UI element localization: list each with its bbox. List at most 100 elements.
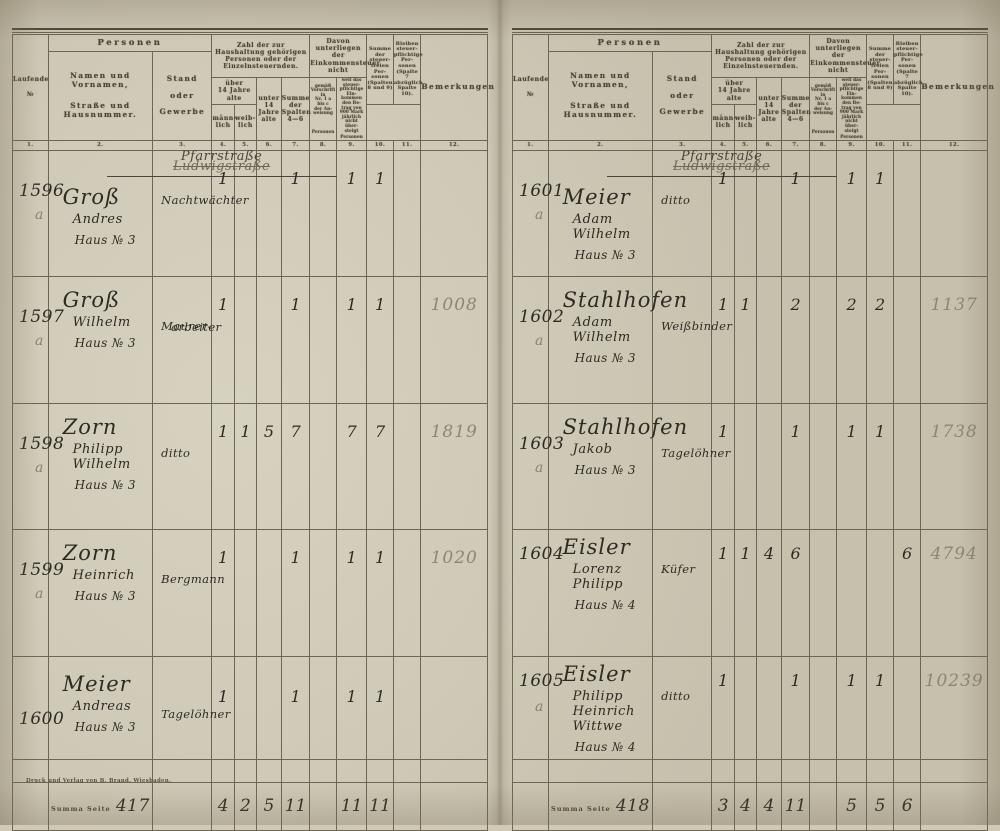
total-value-col4: 4 (217, 796, 229, 817)
value-col4: 1 (218, 295, 229, 315)
value-col10: 1 (874, 168, 886, 188)
cell-occupation: ditto (152, 402, 213, 531)
c4-l2: lich (215, 122, 231, 130)
c10-l6: sonen (371, 74, 389, 81)
table-row[interactable]: 1605 a Eisler Philipp Heinrich Wittwe Ha… (512, 655, 988, 784)
cell-name-address: Groß Wilhelm Haus № 3 (47, 276, 154, 404)
address: Haus № 3 (574, 247, 636, 262)
colnum-10: 10. (866, 139, 894, 151)
colnum-9: 9. (335, 139, 368, 151)
total-col4: 3 (711, 782, 735, 831)
col-head-laufende-nr: Laufende № (512, 34, 549, 141)
c11-l1: Bleiben (395, 40, 419, 47)
value-col10: 1 (374, 548, 386, 568)
value-col5: 1 (740, 544, 751, 564)
forename: Jakob (572, 441, 613, 457)
table-row[interactable]: 1597 a Groß Wilhelm Haus № 3 Maurer- (12, 276, 488, 404)
value-col9: 1 (846, 168, 857, 188)
c9-footer: Personen (840, 134, 863, 140)
c11-l7: abzüglich (393, 79, 423, 86)
c6-l4: alte (761, 116, 777, 124)
c9-l10: nicht (845, 118, 858, 124)
total-label: Summa Seite (550, 805, 611, 814)
c11-l3: pflichtige (893, 51, 923, 58)
value-col10: 1 (374, 168, 386, 188)
col-head-10-sum-exempt: Summe der steuer- freien Per- sonen (Spa… (366, 34, 394, 105)
cell-occupation: ditto (652, 149, 713, 278)
col-head-12-remarks: Bemerkungen (420, 34, 494, 141)
c11-l2: steuer- (896, 46, 918, 53)
running-number: 1599 (19, 560, 65, 581)
table-row[interactable]: 1596 a Pfarrstraße Ludwigstraße Groß A (12, 149, 488, 278)
table-header-right: Laufende № Personen Zahl der zur Haushal… (512, 34, 994, 151)
total-value-col9: 5 (846, 796, 857, 817)
running-number: 1604 (519, 544, 565, 565)
cell-col8 (809, 276, 837, 404)
c5-l1: weib- (235, 115, 256, 123)
ledger-table-right: Laufende № Personen Zahl der zur Haushal… (512, 34, 994, 831)
printer-imprint: Druck und Verlag von B. Brand, Wiesbaden… (26, 778, 172, 784)
total-col4: 4 (211, 782, 235, 831)
running-number-suffix: a (35, 586, 44, 603)
cell-col9: 1 (835, 402, 868, 531)
cell-col4: 1 (711, 655, 735, 784)
c8-footer: Personen (811, 128, 835, 134)
remark-value: 1137 (930, 295, 978, 316)
cell-col6 (756, 149, 782, 278)
cell-col6 (256, 149, 282, 278)
col-head-2-names-address: Namen und Vornamen, Straße und Hausnumme… (47, 51, 154, 141)
table-row[interactable]: 1600 Meier Andreas Haus № 3 Tagelöhner (12, 655, 488, 784)
table-row[interactable]: 1604 Eisler Lorenz Philipp Haus № 4 Küfe… (512, 529, 988, 657)
colnum-11: 11. (892, 139, 922, 151)
table-row[interactable]: 1601 a Pfarrstraße Ludwigstraße Meier (512, 149, 988, 278)
cell-col10: 1 (366, 529, 394, 657)
c9-l9: jährlich (842, 113, 862, 119)
c8-l5: bis c (317, 100, 329, 106)
col-head-7-sum: Summe der Spalten 4—6 (280, 77, 311, 141)
value-col7: 1 (290, 548, 301, 568)
col-head-12-remarks: Bemerkungen (920, 34, 994, 141)
cell-running-number: 1596 a (12, 149, 64, 278)
cell-col11 (392, 149, 422, 278)
table-row[interactable]: 1603 a Stahlhofen Jakob Haus № 3 Tagelöh… (512, 402, 988, 531)
total-col5: 2 (233, 782, 258, 831)
total-blank-col1 (12, 782, 49, 831)
cell-col7: 1 (280, 529, 311, 657)
cell-col5: 1 (733, 276, 758, 404)
surname: Groß (62, 184, 121, 209)
total-col9: 5 (835, 782, 868, 831)
c11-l5: sonen (398, 62, 416, 69)
cell-col4: 1 (211, 402, 235, 531)
colnum-1: 1. (512, 139, 549, 151)
c8-l7: weisung (313, 110, 334, 116)
col-group-personen: Personen (47, 34, 213, 52)
c9-l2: steuer- (842, 81, 861, 87)
gewerbe-label: Gewerbe (159, 107, 206, 117)
colnum-12: 12. (420, 139, 488, 151)
laufende-label: Laufende (513, 76, 549, 84)
c11-l7: abzüglich (893, 79, 923, 86)
cell-col11 (892, 655, 922, 784)
value-col7: 1 (290, 295, 301, 315)
cell-col9: 1 (835, 149, 868, 278)
table-row[interactable]: 1602 a Stahlhofen Adam Wilhelm Haus № 3 … (512, 276, 988, 404)
remark-value: 1020 (430, 548, 478, 569)
c8-footer: Personen (311, 128, 335, 134)
col-head-5-female: weib- lich (733, 104, 758, 141)
surname: Stahlhofen (562, 414, 689, 439)
c10-l4: freien (371, 62, 389, 69)
occupation-line1: Tagelöhner (161, 706, 231, 721)
table-row[interactable]: 1599 a Zorn Heinrich Haus № 3 Bergmann (12, 529, 488, 657)
occupation-line1: Weißbinder (661, 319, 733, 334)
address: Haus № 4 (574, 739, 636, 754)
forename: Lorenz Philipp (572, 562, 624, 593)
table-row[interactable]: 1598 a Zorn Philipp Wilhelm Haus № 3 dit… (12, 402, 488, 531)
cell-remarks: 1008 (420, 276, 488, 404)
c9-l1: weil das (341, 77, 362, 82)
c8-l2: Vorschrift (310, 87, 336, 93)
cell-running-number: 1604 (512, 529, 564, 657)
ledger-page-left: Laufende № Personen Zahl der zur Haushal… (12, 28, 494, 831)
over14-l3: alte (726, 94, 742, 102)
c10-l4: freien (871, 62, 889, 69)
cell-col7: 7 (280, 402, 311, 531)
